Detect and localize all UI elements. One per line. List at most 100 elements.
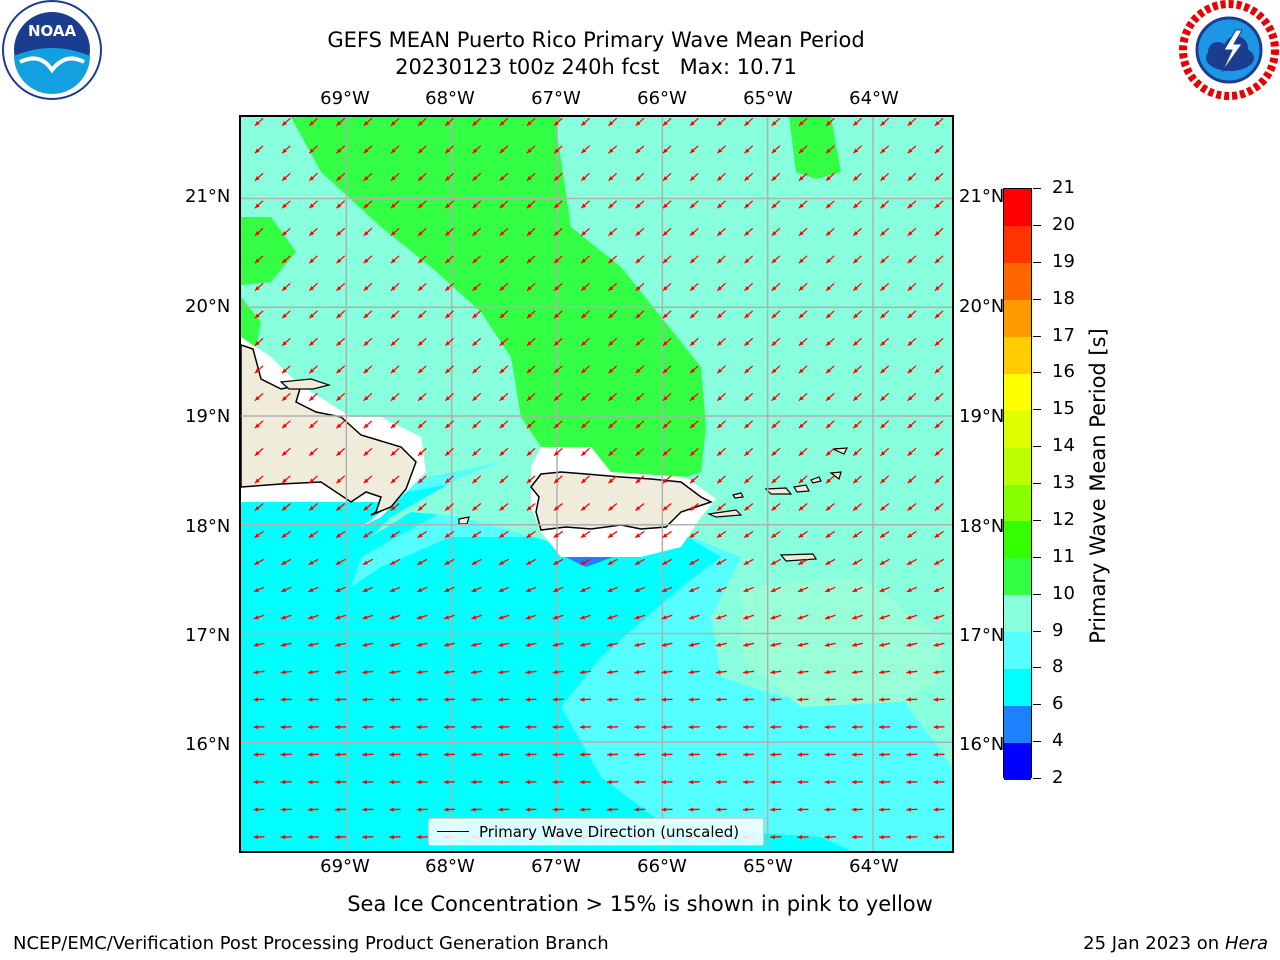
wave-arrow xyxy=(526,530,536,539)
wave-arrow xyxy=(308,337,318,347)
wave-arrow xyxy=(553,282,563,292)
footer-date: 25 Jan 2023 on Hera xyxy=(1083,933,1268,955)
wave-arrow xyxy=(335,530,346,539)
wave-arrow xyxy=(498,558,509,566)
wave-arrow xyxy=(662,117,672,127)
wave-arrow xyxy=(307,642,319,647)
wave-arrow xyxy=(634,807,646,812)
wave-arrow xyxy=(851,752,863,757)
wave-arrow xyxy=(770,834,782,840)
lat-label-right: 16°N xyxy=(959,734,1005,755)
wave-arrow xyxy=(852,200,862,209)
wave-arrow xyxy=(771,420,781,429)
lon-label-bottom: 68°W xyxy=(425,856,475,877)
colorbar-tick xyxy=(1033,630,1041,632)
wave-arrow xyxy=(851,779,863,785)
wave-arrow xyxy=(634,752,646,757)
wave-arrow xyxy=(934,502,944,512)
lon-label-top: 69°W xyxy=(320,88,370,109)
wave-arrow xyxy=(662,310,672,319)
wave-arrow xyxy=(771,117,781,127)
wave-arrow xyxy=(281,117,291,127)
wave-arrow xyxy=(661,642,673,647)
wave-arrow xyxy=(336,337,346,347)
colorbar-tick-label: 8 xyxy=(1052,656,1064,678)
wave-arrow xyxy=(934,145,944,154)
wave-arrow xyxy=(716,530,727,539)
wave-arrow xyxy=(743,558,754,566)
wave-arrow xyxy=(770,642,782,647)
wave-arrow xyxy=(553,145,563,154)
wave-arrow xyxy=(472,447,482,457)
wave-arrow xyxy=(335,834,347,840)
wave-arrow xyxy=(688,586,700,593)
wave-arrow xyxy=(662,145,672,154)
wave-arrow xyxy=(771,200,781,209)
wave-arrow xyxy=(307,807,319,812)
wave-arrow xyxy=(825,172,835,182)
wave-arrow xyxy=(362,558,373,566)
lat-label-left: 16°N xyxy=(185,734,231,755)
wave-arrow xyxy=(416,586,428,593)
wave-arrow xyxy=(526,475,536,484)
wave-arrow xyxy=(689,447,699,457)
wave-arrow xyxy=(634,558,645,566)
wave-arrow xyxy=(743,530,754,539)
wave-arrow xyxy=(743,697,755,702)
wave-arrow xyxy=(390,447,400,457)
wave-arrow xyxy=(716,255,726,264)
wave-arrow xyxy=(552,669,564,675)
wave-arrow xyxy=(689,392,699,402)
colorbar-tick-label: 6 xyxy=(1052,693,1064,715)
wave-arrow xyxy=(307,779,319,785)
wave-arrow xyxy=(851,724,863,730)
wave-arrow xyxy=(852,282,862,292)
colorbar-tick xyxy=(1033,446,1041,448)
wave-arrow xyxy=(390,365,400,374)
colorbar-segment xyxy=(1004,299,1031,337)
wave-arrow xyxy=(499,310,509,319)
wave-arrow xyxy=(906,779,918,785)
land-puerto-rico xyxy=(530,471,713,531)
wave-arrow xyxy=(444,502,455,512)
wave-arrow xyxy=(281,420,291,429)
sea-ice-note: Sea Ice Concentration > 15% is shown in … xyxy=(347,892,933,916)
wave-arrow xyxy=(879,752,891,757)
wave-arrow xyxy=(336,475,346,484)
island xyxy=(793,484,810,493)
wave-arrow xyxy=(471,586,482,593)
wave-arrow xyxy=(907,200,917,209)
wave-arrow xyxy=(825,475,835,484)
wave-arrow xyxy=(499,502,509,512)
lon-label-top: 66°W xyxy=(637,88,687,109)
wave-arrow xyxy=(417,117,427,127)
map-panel xyxy=(239,115,954,853)
wave-arrow xyxy=(253,642,265,647)
wave-arrow xyxy=(580,200,590,209)
wave-arrow xyxy=(770,614,782,620)
wave-arrow xyxy=(906,834,918,840)
wave-arrow xyxy=(715,807,727,812)
lon-label-bottom: 66°W xyxy=(637,856,687,877)
wave-arrow xyxy=(335,752,347,757)
colorbar-tick-label: 19 xyxy=(1052,250,1075,272)
footer-credit: NCEP/EMC/Verification Post Processing Pr… xyxy=(13,933,609,954)
wave-arrow xyxy=(308,145,318,154)
wave-arrow xyxy=(607,642,619,647)
wave-arrow xyxy=(363,310,373,319)
wave-arrow xyxy=(444,282,454,292)
wave-arrow xyxy=(280,697,292,702)
wave-arrow xyxy=(906,614,918,620)
wave-arrow xyxy=(363,365,373,374)
wave-arrow xyxy=(607,614,619,620)
wave-arrow xyxy=(280,834,292,840)
wave-arrow xyxy=(389,558,401,566)
wave-arrow xyxy=(607,779,619,785)
period-6-8-region xyxy=(241,502,381,527)
wave-arrow xyxy=(744,475,754,484)
wave-arrow xyxy=(472,227,482,237)
wave-arrow xyxy=(526,227,536,237)
wave-arrow xyxy=(797,669,809,675)
wave-arrow xyxy=(634,669,646,675)
wave-arrow xyxy=(743,614,755,620)
